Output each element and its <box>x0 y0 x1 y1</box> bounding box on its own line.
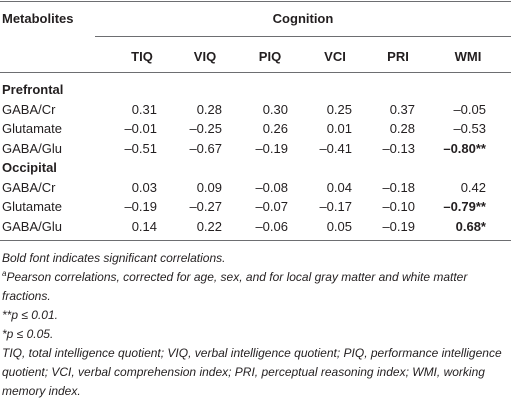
row-label: GABA/Glu <box>2 140 62 156</box>
row-label: Glutamate <box>2 121 62 136</box>
cell: –0.67 <box>189 140 222 156</box>
cell: 0.03 <box>131 179 157 195</box>
row-label: GABA/Glu <box>2 218 62 234</box>
cell: –0.53 <box>453 121 486 136</box>
cell: 0.30 <box>262 101 288 117</box>
cell: –0.27 <box>189 199 222 214</box>
footnote: TIQ, total intelligence quotient; VIQ, v… <box>2 344 507 401</box>
cell: 0.14 <box>131 218 157 234</box>
cell: 0.05 <box>326 218 352 234</box>
top-rule <box>0 1 511 2</box>
cell: –0.51 <box>124 140 157 156</box>
cell: –0.19 <box>382 218 415 234</box>
cell: –0.05 <box>453 101 486 117</box>
column-header: PRI <box>387 49 409 64</box>
cell: –0.79** <box>443 199 486 214</box>
cell: –0.18 <box>382 179 415 195</box>
row-label-header: Metabolites <box>2 11 74 26</box>
row-label: Glutamate <box>2 199 62 214</box>
cell: 0.22 <box>196 218 222 234</box>
footnote-text: **p ≤ 0.01. <box>2 308 58 322</box>
footnote-text: TIQ, total intelligence quotient; VIQ, v… <box>2 346 502 398</box>
section-title: Prefrontal <box>2 82 64 97</box>
cell: –0.01 <box>124 121 157 136</box>
footnote: Bold font indicates significant correlat… <box>2 249 507 268</box>
footnote: **p ≤ 0.01. <box>2 306 507 325</box>
column-header: PIQ <box>258 49 282 64</box>
cell: 0.28 <box>389 121 415 136</box>
header-rule <box>0 72 511 73</box>
row-label: GABA/Cr <box>2 101 56 117</box>
cell: 0.68* <box>455 218 486 234</box>
column-header: WMI <box>454 49 482 64</box>
footnotes: Bold font indicates significant correlat… <box>2 249 507 401</box>
cell: 0.01 <box>326 121 352 136</box>
column-header: VIQ <box>193 49 217 64</box>
cell: –0.80** <box>443 140 486 156</box>
cell: –0.06 <box>255 218 288 234</box>
column-header: VCI <box>324 49 346 64</box>
cell: –0.13 <box>382 140 415 156</box>
cell: 0.42 <box>460 179 486 195</box>
column-header: TIQ <box>131 49 153 64</box>
section-title: Occipital <box>2 160 57 175</box>
group-header: Cognition <box>272 11 334 26</box>
cell: 0.31 <box>131 101 157 117</box>
cell: –0.19 <box>255 140 288 156</box>
cell: 0.25 <box>326 101 352 117</box>
footnote: *p ≤ 0.05. <box>2 325 507 344</box>
cell: –0.17 <box>319 199 352 214</box>
cell: –0.41 <box>319 140 352 156</box>
cell: –0.19 <box>124 199 157 214</box>
footnote-text: *p ≤ 0.05. <box>2 327 54 341</box>
cell: 0.37 <box>389 101 415 117</box>
group-rule <box>95 36 511 37</box>
footnote-text: Bold font indicates significant correlat… <box>2 251 226 265</box>
cell: –0.10 <box>382 199 415 214</box>
cell: 0.09 <box>196 179 222 195</box>
row-label: GABA/Cr <box>2 179 56 195</box>
footnote: aPearson correlations, corrected for age… <box>2 268 507 306</box>
cell: –0.25 <box>189 121 222 136</box>
footnote-text: Pearson correlations, corrected for age,… <box>2 270 468 303</box>
footnote-marker: a <box>2 269 7 278</box>
cell: –0.07 <box>255 199 288 214</box>
bottom-rule <box>0 240 511 241</box>
cell: 0.04 <box>326 179 352 195</box>
cell: –0.08 <box>255 179 288 195</box>
cell: 0.28 <box>196 101 222 117</box>
cell: 0.26 <box>262 121 288 136</box>
